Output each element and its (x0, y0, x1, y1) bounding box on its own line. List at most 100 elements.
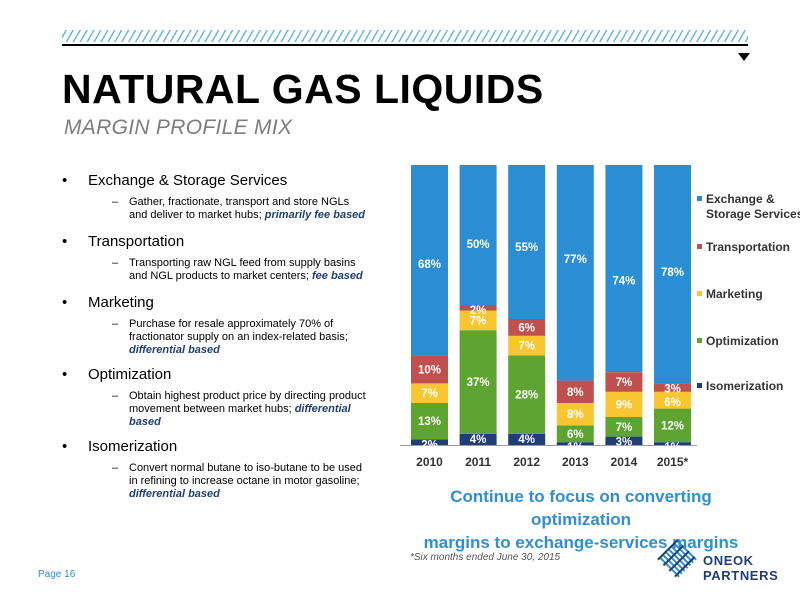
data-label: 2% (470, 305, 487, 317)
bullet-list: • Exchange & Storage Services – Gather, … (62, 172, 372, 501)
data-label: 55% (515, 242, 538, 254)
dash-icon: – (112, 390, 119, 402)
x-tick-label: 2014 (611, 455, 638, 469)
bar-segment (556, 403, 594, 426)
bar-segment (508, 433, 546, 445)
bar-segment (605, 372, 643, 392)
bullet-sub-line: and deliver to market hubs; primarily fe… (129, 209, 372, 222)
logo-wordmark: ONEOK PARTNERS (703, 553, 778, 583)
bullet-sub: – Gather, fractionate, transport and sto… (88, 196, 372, 222)
bullet-sub-text: movement between market hubs; (129, 403, 295, 415)
data-label: 12% (661, 420, 684, 432)
legend-label: Marketing (706, 287, 763, 301)
bullet-icon: • (62, 233, 68, 250)
bullet-item: • Transportation – Transporting raw NGL … (62, 233, 372, 283)
bullet-icon: • (62, 294, 68, 311)
bullet-sub-emphasis: fee based (312, 270, 363, 282)
data-label: 7% (421, 388, 438, 400)
bar-segment (411, 439, 448, 445)
x-tick-label: 2010 (416, 455, 443, 469)
bullet-sub-emphasis: differential based (129, 488, 220, 500)
bar-segment (605, 391, 643, 417)
bullet-sub-line: Obtain highest product price by directin… (129, 390, 366, 402)
bullet-sub-line: in refining to increase octane in motor … (129, 475, 360, 487)
bar-segment (605, 165, 643, 373)
focus-note-line: margins to exchange-services margins (423, 533, 739, 552)
legend-label: Isomerization (706, 379, 783, 393)
legend-swatch (697, 338, 702, 343)
bullet-sub-line: movement between market hubs; differenti… (129, 403, 372, 429)
focus-note-line: Continue to focus on converting optimiza… (450, 487, 712, 529)
margin-mix-chart: 2010 2011 2012 2013 2014 2015* 2% 13% 7% 10% 68% 4%… (400, 165, 800, 469)
bar-segment (508, 165, 546, 319)
data-label: 7% (470, 315, 487, 327)
data-label: 4% (518, 434, 535, 446)
bullet-sub-emphasis: primarily fee based (264, 209, 366, 221)
bar-segment (556, 380, 594, 403)
bar-segment (411, 165, 448, 356)
bullet-heading: Isomerization (88, 438, 178, 455)
bullet-sub-line: Transporting raw NGL feed from supply ba… (129, 257, 356, 269)
bullet-sub-line: Gather, fractionate, transport and store… (129, 196, 350, 208)
bullet-sub-line: Purchase for resale approximately 70% of (129, 318, 334, 330)
bullet-icon: • (62, 172, 68, 189)
bar-segment (654, 442, 691, 445)
bar-segment (654, 165, 691, 384)
bullet-sub-text: and NGL products to market centers; (129, 270, 313, 282)
header-hatch-band (62, 30, 748, 42)
bullet-sub-emphasis: differential based (129, 344, 220, 356)
legend-label: Exchange & (706, 192, 775, 206)
bar-segment (605, 417, 643, 437)
bullet-sub: – Convert normal butane to iso-butane to… (88, 462, 372, 501)
data-label: 78% (661, 267, 684, 279)
x-tick-label: 2012 (513, 455, 540, 469)
bar-segment (508, 319, 546, 336)
bullet-sub: – Obtain highest product price by direct… (88, 390, 372, 429)
page-number: Page 16 (38, 569, 76, 580)
bar-segment (556, 425, 594, 443)
dash-icon: – (112, 318, 119, 330)
legend-swatch (697, 383, 702, 388)
footnote: *Six months ended June 30, 2015 (410, 552, 561, 563)
data-label: 28% (515, 390, 538, 402)
data-label: 8% (567, 409, 584, 421)
data-label: 7% (518, 341, 535, 353)
bar-segment (556, 165, 594, 381)
bullet-heading: Exchange & Storage Services (88, 172, 288, 189)
legend-label: Optimization (706, 334, 779, 348)
data-label: 37% (467, 377, 490, 389)
bullet-sub-line: Convert normal butane to iso-butane to b… (129, 462, 362, 474)
data-label: 6% (664, 397, 681, 409)
bar-segment (654, 391, 691, 409)
bullet-sub-line: and NGL products to market centers; fee … (129, 270, 372, 283)
bullet-sub-emphasis: differential based (129, 403, 351, 428)
bullet-heading: Marketing (88, 294, 154, 311)
bullet-sub: – Transporting raw NGL feed from supply … (88, 257, 372, 283)
bullet-sub-text: and deliver to market hubs; (129, 209, 265, 221)
header-triangle-icon (738, 53, 750, 61)
data-label: 68% (418, 259, 441, 271)
data-label: 7% (616, 422, 633, 434)
data-label: 1% (567, 442, 584, 454)
header-rule (62, 44, 748, 46)
bar-segment (459, 165, 497, 305)
data-label: 2% (421, 439, 438, 451)
bullet-heading: Transportation (88, 233, 185, 250)
data-label: 77% (564, 254, 587, 266)
data-label: 8% (567, 387, 584, 399)
dash-icon: – (112, 196, 119, 208)
bullet-item: • Marketing – Purchase for resale approx… (62, 294, 372, 357)
legend-label: Transportation (706, 240, 790, 254)
bullet-item: • Isomerization – Convert normal butane … (62, 438, 372, 501)
data-label: 13% (418, 416, 441, 428)
focus-note: Continue to focus on converting optimiza… (400, 485, 762, 554)
logo-line: PARTNERS (703, 568, 779, 583)
bullet-item: • Optimization – Obtain highest product … (62, 366, 372, 429)
bullet-item: • Exchange & Storage Services – Gather, … (62, 172, 372, 222)
x-tick-label: 2013 (562, 455, 589, 469)
bar-segment (605, 436, 643, 445)
dash-icon: – (112, 257, 119, 269)
data-label: 3% (616, 437, 633, 449)
x-tick-label: 2015* (657, 455, 689, 469)
legend-label: Storage Services (706, 207, 800, 221)
